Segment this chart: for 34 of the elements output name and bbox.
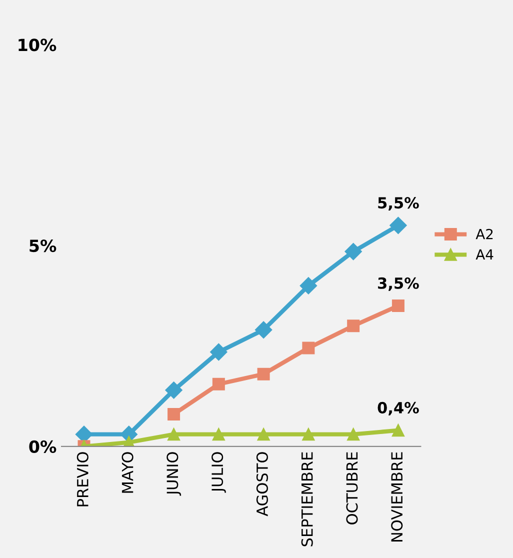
point bbox=[302, 428, 315, 441]
point bbox=[255, 321, 272, 338]
data-label: 5,5% bbox=[378, 197, 419, 211]
y-tick-label: 10% bbox=[18, 38, 56, 52]
legend-label: A2 bbox=[476, 228, 493, 240]
x-tick-label: MAYO bbox=[122, 452, 134, 493]
point bbox=[300, 277, 317, 294]
x-tick-label: AGOSTO bbox=[256, 452, 268, 516]
point bbox=[390, 216, 407, 234]
point bbox=[344, 242, 362, 260]
data-label: 3,5% bbox=[378, 277, 419, 291]
x-tick-label: NOVIEMBRE bbox=[391, 452, 403, 542]
x-tick-label: JULIO bbox=[212, 452, 226, 493]
point bbox=[392, 424, 404, 437]
x-tick-label: OCTUBRE bbox=[346, 452, 358, 524]
point bbox=[347, 428, 360, 441]
point bbox=[302, 342, 315, 354]
point bbox=[257, 428, 270, 441]
point bbox=[168, 428, 180, 441]
point bbox=[392, 300, 404, 312]
x-tick-label: SEPTIEMBRE bbox=[301, 452, 313, 546]
x-tick-label: PREVIO bbox=[76, 452, 88, 506]
point bbox=[168, 408, 180, 421]
y-tick-label: 5% bbox=[30, 239, 56, 252]
point bbox=[210, 343, 228, 361]
legend-label: A4 bbox=[476, 249, 494, 260]
point bbox=[165, 382, 182, 399]
y-tick-label: 0% bbox=[29, 440, 56, 453]
point bbox=[212, 428, 225, 441]
point bbox=[257, 368, 270, 380]
x-tick-label: JUNIO bbox=[166, 452, 182, 496]
point bbox=[347, 320, 360, 332]
data-label: 0,4% bbox=[378, 402, 419, 416]
point bbox=[212, 378, 225, 390]
